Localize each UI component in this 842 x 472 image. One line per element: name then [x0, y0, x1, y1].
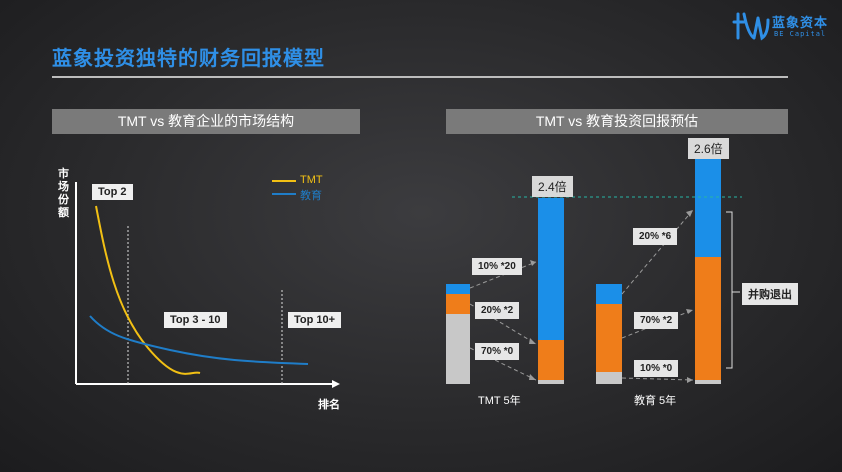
edu-arrowhead-2 — [686, 309, 693, 314]
edu-arrowhead-1 — [686, 210, 693, 217]
right-panel-heading: TMT vs 教育投资回报预估 — [446, 109, 788, 134]
edu-callout-1: 20% *6 — [633, 228, 678, 245]
zone-label-top2: Top 2 — [92, 184, 133, 200]
legend-tmt-label: TMT — [300, 174, 323, 186]
tmt-end-blue — [538, 198, 564, 340]
logo-name-en: BE Capital — [774, 30, 827, 38]
title-divider — [52, 76, 788, 78]
edu-end-blue — [695, 156, 721, 257]
tmt-curve — [95, 205, 201, 375]
zone-label-top10plus: Top 10+ — [288, 312, 342, 328]
tmt-start-blue — [446, 284, 470, 294]
edu-arrow-3 — [621, 377, 694, 381]
left-panel-heading: TMT vs 教育企业的市场结构 — [52, 109, 360, 134]
zone-label-top3-10: Top 3 - 10 — [164, 312, 227, 328]
logo-name-cn: 蓝象资本 — [772, 15, 829, 30]
edu-arrow-1 — [621, 209, 694, 295]
legend-edu-label: 教育 — [300, 190, 322, 202]
slide-title: 蓝象投资独特的财务回报模型 — [52, 48, 325, 70]
tmt-arrowhead-1 — [530, 260, 536, 266]
edu-arrowhead-3 — [687, 377, 693, 383]
tmt-end-gray — [538, 380, 564, 384]
exit-label: 并购退出 — [742, 283, 798, 305]
edu-callout-2: 70% *2 — [634, 312, 679, 329]
edu-start-orange — [596, 304, 622, 372]
tmt-arrowhead-2 — [529, 338, 536, 344]
tmt-callout-1: 10% *20 — [472, 258, 522, 275]
edu-start-gray — [596, 372, 622, 384]
x-axis-label: 排名 — [318, 399, 340, 411]
edu-callout-3: 10% *0 — [634, 360, 679, 377]
tmt-end-orange — [538, 340, 564, 380]
edu-caption: 教育 5年 — [634, 395, 677, 407]
y-axis-label: 市场份额 — [58, 168, 69, 219]
edu-multiple-label: 2.6倍 — [688, 138, 729, 159]
tmt-multiple-label: 2.4倍 — [532, 176, 573, 197]
tmt-caption: TMT 5年 — [478, 395, 521, 407]
tmt-callout-2: 20% *2 — [475, 302, 520, 319]
tmt-arrowhead-3 — [529, 374, 536, 380]
edu-start-blue — [596, 284, 622, 304]
edu-end-orange — [695, 257, 721, 380]
edu-end-gray — [695, 380, 721, 384]
exit-bracket — [726, 211, 733, 369]
x-axis-arrow — [332, 380, 340, 388]
tmt-start-orange — [446, 294, 470, 314]
tmt-callout-3: 70% *0 — [475, 343, 520, 360]
logo-icon — [732, 12, 770, 41]
tmt-start-gray — [446, 314, 470, 384]
